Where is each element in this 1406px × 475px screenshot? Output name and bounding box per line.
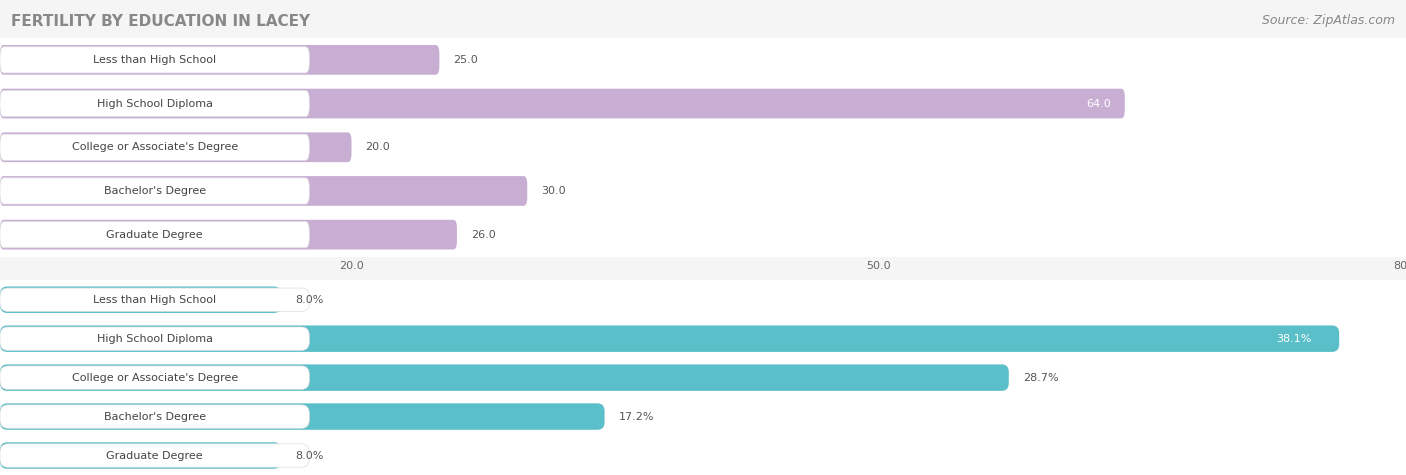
Text: 28.7%: 28.7%: [1022, 372, 1059, 383]
Text: Source: ZipAtlas.com: Source: ZipAtlas.com: [1261, 14, 1395, 27]
FancyBboxPatch shape: [0, 134, 309, 161]
Text: Less than High School: Less than High School: [93, 294, 217, 305]
FancyBboxPatch shape: [0, 176, 527, 206]
FancyBboxPatch shape: [0, 82, 1406, 125]
FancyBboxPatch shape: [0, 280, 1406, 319]
Text: 64.0: 64.0: [1085, 98, 1111, 109]
Text: Bachelor's Degree: Bachelor's Degree: [104, 411, 205, 422]
FancyBboxPatch shape: [0, 286, 281, 313]
FancyBboxPatch shape: [0, 38, 1406, 82]
Text: FERTILITY BY EDUCATION IN LACEY: FERTILITY BY EDUCATION IN LACEY: [11, 14, 311, 29]
FancyBboxPatch shape: [0, 90, 309, 117]
Text: 38.1%: 38.1%: [1275, 333, 1312, 344]
FancyBboxPatch shape: [0, 133, 352, 162]
Text: 8.0%: 8.0%: [295, 294, 323, 305]
FancyBboxPatch shape: [0, 366, 309, 389]
Text: College or Associate's Degree: College or Associate's Degree: [72, 142, 238, 152]
FancyBboxPatch shape: [0, 221, 309, 248]
Text: Graduate Degree: Graduate Degree: [107, 229, 202, 240]
Text: College or Associate's Degree: College or Associate's Degree: [72, 372, 238, 383]
Text: High School Diploma: High School Diploma: [97, 333, 212, 344]
Text: Less than High School: Less than High School: [93, 55, 217, 65]
Text: Bachelor's Degree: Bachelor's Degree: [104, 186, 205, 196]
FancyBboxPatch shape: [0, 45, 439, 75]
FancyBboxPatch shape: [0, 213, 1406, 256]
FancyBboxPatch shape: [0, 325, 1339, 352]
FancyBboxPatch shape: [0, 397, 1406, 436]
Text: 25.0: 25.0: [453, 55, 478, 65]
Text: 20.0: 20.0: [366, 142, 391, 152]
FancyBboxPatch shape: [0, 444, 309, 467]
Text: 30.0: 30.0: [541, 186, 567, 196]
FancyBboxPatch shape: [0, 169, 1406, 213]
Text: 8.0%: 8.0%: [295, 450, 323, 461]
FancyBboxPatch shape: [0, 364, 1010, 391]
FancyBboxPatch shape: [0, 436, 1406, 475]
Text: Graduate Degree: Graduate Degree: [107, 450, 202, 461]
FancyBboxPatch shape: [0, 47, 309, 73]
FancyBboxPatch shape: [0, 442, 281, 469]
FancyBboxPatch shape: [0, 125, 1406, 169]
FancyBboxPatch shape: [0, 403, 605, 430]
Text: 17.2%: 17.2%: [619, 411, 654, 422]
FancyBboxPatch shape: [0, 178, 309, 204]
Text: 26.0: 26.0: [471, 229, 496, 240]
FancyBboxPatch shape: [0, 327, 309, 351]
FancyBboxPatch shape: [0, 220, 457, 249]
FancyBboxPatch shape: [0, 405, 309, 428]
FancyBboxPatch shape: [0, 319, 1406, 358]
FancyBboxPatch shape: [0, 89, 1125, 118]
FancyBboxPatch shape: [0, 288, 309, 312]
Text: High School Diploma: High School Diploma: [97, 98, 212, 109]
FancyBboxPatch shape: [0, 358, 1406, 397]
